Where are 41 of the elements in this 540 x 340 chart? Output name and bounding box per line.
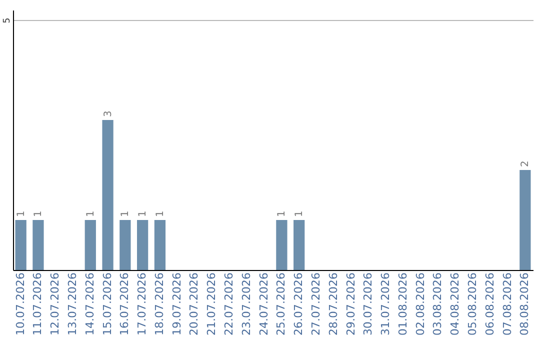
x-tick-label: 04.08.2026 xyxy=(448,272,462,336)
data-label: 1 xyxy=(120,210,132,217)
data-label: 1 xyxy=(138,210,149,217)
x-tick-label: 15.07.2026 xyxy=(100,272,114,336)
x-tick-label: 28.07.2026 xyxy=(326,272,340,336)
x-tick-label: 24.07.2026 xyxy=(257,272,270,336)
x-tick-label: 17.07.2026 xyxy=(136,272,149,336)
y-tick-label: 5 xyxy=(2,18,12,24)
x-tick-label: 22.07.2026 xyxy=(222,272,236,336)
data-label: 2 xyxy=(520,160,532,167)
x-tick-label: 25.07.2026 xyxy=(274,272,288,336)
x-tick-label: 07.08.2026 xyxy=(500,272,514,336)
data-label: 1 xyxy=(85,210,96,217)
x-tick-label: 21.07.2026 xyxy=(205,272,218,336)
x-tick-label: 08.08.2026 xyxy=(518,272,532,336)
data-label: 1 xyxy=(276,210,288,217)
x-tick-label: 06.08.2026 xyxy=(483,272,496,336)
data-label: 3 xyxy=(102,110,114,117)
x-tick-label: 03.08.2026 xyxy=(431,272,444,336)
x-tick-label: 16.07.2026 xyxy=(118,272,132,336)
x-tick-label: 14.07.2026 xyxy=(83,272,96,336)
x-tick-label: 23.07.2026 xyxy=(240,272,253,336)
data-label: 1 xyxy=(154,210,166,217)
data-label: 1 xyxy=(16,210,27,217)
x-tick-label: 19.07.2026 xyxy=(170,272,184,336)
x-tick-label: 13.07.2026 xyxy=(66,272,79,336)
x-tick-label: 18.07.2026 xyxy=(152,272,166,336)
x-tick-label: 05.08.2026 xyxy=(466,272,479,336)
x-tick-label: 20.07.2026 xyxy=(188,272,201,336)
x-tick-label: 30.07.2026 xyxy=(362,272,375,336)
x-tick-label: 29.07.2026 xyxy=(344,272,358,336)
data-label: 1 xyxy=(33,210,44,217)
x-tick-label: 02.08.2026 xyxy=(414,272,427,336)
data-label: 1 xyxy=(294,210,306,217)
x-tick-label: 11.07.2026 xyxy=(31,272,44,336)
x-tick-label: 01.08.2026 xyxy=(396,272,410,336)
x-tick-label: 31.07.2026 xyxy=(379,272,392,336)
x-tick-label: 12.07.2026 xyxy=(48,272,62,336)
x-tick-label: 27.07.2026 xyxy=(309,272,322,336)
x-tick-label: 10.07.2026 xyxy=(14,272,27,336)
x-tick-label: 26.07.2026 xyxy=(292,272,306,336)
